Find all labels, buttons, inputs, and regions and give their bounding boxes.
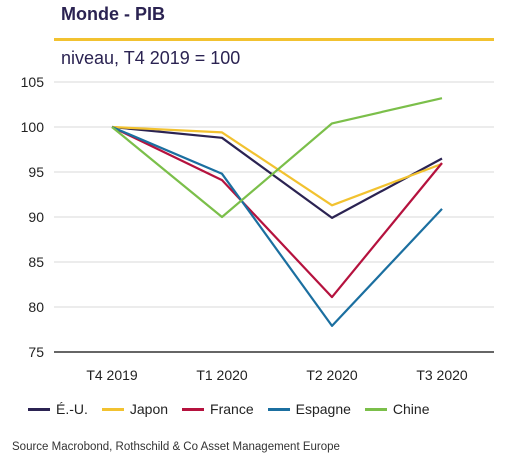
chart-title: Monde - PIB — [61, 4, 165, 24]
series-lines — [111, 97, 443, 327]
y-tick-label: 100 — [21, 119, 45, 135]
y-tick-label: 105 — [21, 74, 45, 90]
x-axis-ticks: T4 2019 T1 2020 T2 2020 T3 2020 — [86, 367, 468, 383]
legend-label: Japon — [129, 401, 169, 417]
chart-legend: É.-U. Japon France Espagne Chine — [28, 401, 498, 417]
series-line-Espagne — [111, 125, 443, 327]
source-note: Source Macrobond, Rothschild & Co Asset … — [12, 441, 340, 453]
legend-swatch — [101, 407, 124, 411]
legend-label: É.-U. — [56, 401, 88, 417]
legend-item: É.-U. — [28, 401, 88, 417]
title-divider — [54, 38, 494, 41]
grid-lines — [54, 81, 494, 353]
y-tick-label: 80 — [28, 299, 44, 315]
legend-item: Chine — [364, 401, 430, 417]
chart-subtitle: niveau, T4 2019 = 100 — [61, 48, 241, 68]
x-tick-label: T2 2020 — [306, 367, 358, 383]
y-tick-label: 85 — [28, 254, 44, 270]
x-tick-label: T3 2020 — [416, 367, 468, 383]
y-tick-label: 95 — [28, 164, 44, 180]
y-axis-ticks: 75 80 85 90 95 100 105 — [21, 74, 45, 360]
legend-item: France — [182, 401, 254, 417]
legend-item: Espagne — [267, 401, 351, 417]
series-line-France — [111, 126, 443, 299]
legend-swatch — [267, 407, 290, 411]
y-tick-label: 75 — [28, 344, 44, 360]
legend-label: Espagne — [295, 401, 351, 417]
series-line-É.-U. — [111, 125, 443, 219]
x-tick-label: T1 2020 — [196, 367, 248, 383]
x-tick-label: T4 2019 — [86, 367, 138, 383]
legend-label: France — [210, 401, 254, 417]
series-line-Chine — [111, 97, 443, 219]
line-chart: 75 80 85 90 95 100 105 T4 2019 T1 2020 T2 2020 T3… — [21, 74, 494, 383]
legend-swatch — [182, 407, 205, 411]
legend-swatch — [28, 407, 50, 411]
y-tick-label: 90 — [28, 209, 44, 225]
legend-label: Chine — [392, 401, 430, 417]
legend-swatch — [364, 407, 387, 411]
legend-item: Japon — [101, 401, 169, 417]
